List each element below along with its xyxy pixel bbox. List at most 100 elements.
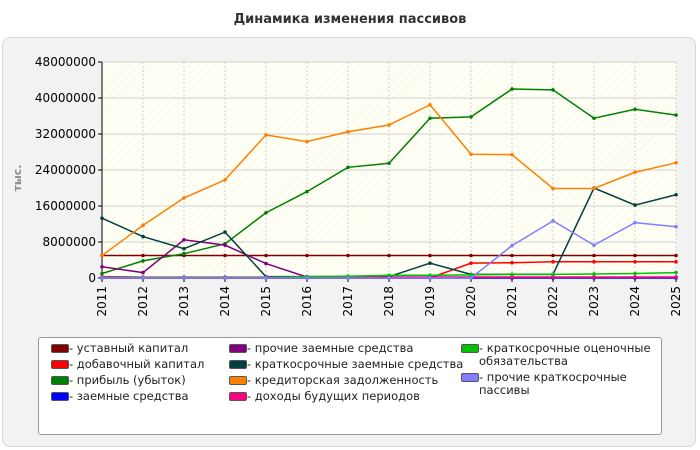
series-point-1 xyxy=(674,260,678,264)
series-point-2 xyxy=(387,161,391,166)
legend-swatch xyxy=(461,373,479,382)
legend-swatch xyxy=(229,360,247,369)
chart-legend: - уставный капитал - добавочный капитал - … xyxy=(38,337,662,435)
series-point-6 xyxy=(141,223,145,228)
series-point-2 xyxy=(346,165,350,170)
series-point-9 xyxy=(182,276,186,280)
legend-item: - уставный капитал xyxy=(47,342,289,355)
series-point-0 xyxy=(633,253,637,258)
series-point-0 xyxy=(551,253,555,258)
series-point-0 xyxy=(264,253,268,258)
legend-label: - доходы будущих периодов xyxy=(247,389,420,403)
x-tick-label: 2025 xyxy=(669,286,683,317)
series-point-5 xyxy=(100,216,104,220)
legend-swatch xyxy=(51,392,69,401)
legend-item: - прибыль (убыток) xyxy=(47,374,289,387)
series-point-2 xyxy=(674,113,678,117)
series-point-9 xyxy=(674,224,678,229)
series-point-6 xyxy=(551,186,555,191)
series-point-8 xyxy=(592,272,596,276)
x-tick-label: 2023 xyxy=(587,286,601,317)
series-point-2 xyxy=(264,210,268,215)
series-point-6 xyxy=(633,170,637,175)
legend-swatch xyxy=(229,376,247,385)
series-point-5 xyxy=(674,192,678,197)
series-point-5 xyxy=(141,234,145,239)
y-axis-label: тыс. xyxy=(11,164,24,192)
series-point-4 xyxy=(223,243,227,247)
series-point-8 xyxy=(551,272,555,277)
series-point-4 xyxy=(100,264,104,269)
series-point-2 xyxy=(510,87,514,91)
chart-title: Динамика изменения пассивов xyxy=(233,12,467,27)
y-tick-label: 16000000 xyxy=(35,199,96,213)
series-point-7 xyxy=(592,275,596,279)
series-point-6 xyxy=(182,196,186,200)
x-tick-label: 2020 xyxy=(464,286,478,317)
y-tick-label: 8000000 xyxy=(43,235,96,249)
series-point-7 xyxy=(551,275,555,279)
series-point-2 xyxy=(592,116,596,121)
series-point-4 xyxy=(264,261,268,266)
series-point-0 xyxy=(674,253,678,258)
series-point-6 xyxy=(674,161,678,165)
series-point-2 xyxy=(305,189,309,194)
legend-swatch xyxy=(51,344,69,353)
x-tick-label: 2019 xyxy=(423,286,437,317)
legend-item: - кредиторская задолженность xyxy=(225,374,467,387)
x-tick-label: 2018 xyxy=(382,286,396,317)
legend-swatch xyxy=(51,376,69,385)
x-tick-label: 2016 xyxy=(300,286,314,317)
x-tick-label: 2022 xyxy=(546,286,560,317)
series-point-9 xyxy=(305,276,309,280)
series-point-9 xyxy=(510,243,514,248)
series-point-8 xyxy=(510,272,514,277)
legend-swatch xyxy=(229,344,247,353)
series-point-2 xyxy=(428,116,432,121)
series-point-2 xyxy=(182,251,186,256)
series-point-4 xyxy=(182,237,186,242)
legend-item: - прочие краткосрочные пассивы xyxy=(457,371,674,397)
series-point-7 xyxy=(674,275,678,279)
series-point-0 xyxy=(428,253,432,258)
series-point-6 xyxy=(592,186,596,191)
legend-label: - прибыль (убыток) xyxy=(69,373,186,387)
series-point-5 xyxy=(633,203,637,207)
series-point-9 xyxy=(428,276,432,280)
series-point-0 xyxy=(469,253,473,258)
series-point-5 xyxy=(223,230,227,234)
series-point-1 xyxy=(510,260,514,265)
series-point-8 xyxy=(633,271,637,276)
x-tick-label: 2021 xyxy=(505,286,519,317)
x-tick-label: 2015 xyxy=(259,286,273,317)
legend-column: - прочие заемные средства - краткосрочные… xyxy=(225,342,467,406)
series-point-0 xyxy=(305,253,309,258)
series-point-9 xyxy=(592,243,596,247)
legend-item: - доходы будущих периодов xyxy=(225,390,467,403)
series-point-2 xyxy=(141,259,145,263)
legend-item: - заемные средства xyxy=(47,390,289,403)
series-point-1 xyxy=(551,260,555,264)
legend-item: - краткосрочные оценочные обязательства xyxy=(457,342,674,368)
legend-label: - кредиторская задолженность xyxy=(247,373,439,387)
series-point-7 xyxy=(633,275,637,279)
legend-swatch xyxy=(51,360,69,369)
series-point-9 xyxy=(264,276,268,280)
series-point-9 xyxy=(469,276,473,280)
series-point-5 xyxy=(428,261,432,265)
series-point-6 xyxy=(305,139,309,144)
legend-swatch xyxy=(229,392,247,401)
series-point-9 xyxy=(346,276,350,280)
series-point-0 xyxy=(223,253,227,258)
x-tick-label: 2011 xyxy=(95,286,109,317)
series-point-0 xyxy=(346,253,350,258)
series-point-6 xyxy=(387,123,391,127)
y-tick-label: 40000000 xyxy=(35,91,96,105)
series-point-8 xyxy=(387,273,391,278)
series-point-0 xyxy=(387,253,391,258)
y-tick-label: 32000000 xyxy=(35,127,96,141)
legend-item: - краткосрочные заемные средства xyxy=(225,358,467,371)
series-point-0 xyxy=(141,253,145,258)
series-point-2 xyxy=(633,107,637,112)
